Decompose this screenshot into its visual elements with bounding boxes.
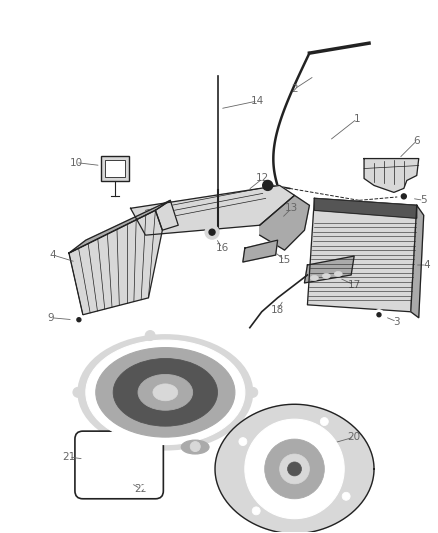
Polygon shape xyxy=(243,240,278,262)
Circle shape xyxy=(320,417,328,425)
Text: 5: 5 xyxy=(420,196,427,205)
Text: 18: 18 xyxy=(271,305,284,315)
Circle shape xyxy=(398,190,410,203)
Text: 3: 3 xyxy=(394,317,400,327)
Ellipse shape xyxy=(311,276,318,280)
Circle shape xyxy=(145,330,155,341)
Polygon shape xyxy=(411,205,424,318)
Circle shape xyxy=(374,310,384,320)
Ellipse shape xyxy=(153,384,178,401)
Circle shape xyxy=(342,492,350,500)
Text: 4: 4 xyxy=(50,250,57,260)
Circle shape xyxy=(73,387,83,397)
Circle shape xyxy=(95,441,142,489)
Bar xyxy=(105,159,124,177)
Circle shape xyxy=(239,438,247,446)
Text: 13: 13 xyxy=(285,203,298,213)
Text: 2: 2 xyxy=(291,84,298,94)
Text: 17: 17 xyxy=(347,280,361,290)
Bar xyxy=(101,156,129,181)
Circle shape xyxy=(77,318,81,322)
Text: 23: 23 xyxy=(99,369,113,379)
Circle shape xyxy=(190,441,200,451)
Ellipse shape xyxy=(181,440,209,454)
Polygon shape xyxy=(314,198,417,218)
Circle shape xyxy=(252,507,260,515)
Polygon shape xyxy=(215,404,374,533)
Circle shape xyxy=(263,181,273,190)
Text: 20: 20 xyxy=(348,432,361,442)
Ellipse shape xyxy=(334,271,342,277)
Text: 1: 1 xyxy=(354,114,360,124)
Circle shape xyxy=(288,462,301,476)
Circle shape xyxy=(265,439,324,499)
Polygon shape xyxy=(364,158,419,192)
Text: 10: 10 xyxy=(69,158,82,167)
Circle shape xyxy=(74,315,84,325)
Polygon shape xyxy=(69,200,170,253)
Circle shape xyxy=(209,229,215,235)
Ellipse shape xyxy=(138,375,193,410)
Polygon shape xyxy=(307,198,417,312)
Ellipse shape xyxy=(113,359,218,426)
Ellipse shape xyxy=(86,340,245,445)
Circle shape xyxy=(144,438,153,448)
Text: 15: 15 xyxy=(278,255,291,265)
Text: 9: 9 xyxy=(48,313,54,323)
Polygon shape xyxy=(155,200,178,230)
Text: 14: 14 xyxy=(251,96,265,106)
Ellipse shape xyxy=(78,335,252,449)
Ellipse shape xyxy=(322,273,330,278)
Circle shape xyxy=(248,387,258,397)
Circle shape xyxy=(377,313,381,317)
FancyBboxPatch shape xyxy=(75,431,163,499)
Circle shape xyxy=(84,438,94,448)
Text: 12: 12 xyxy=(256,173,269,183)
Circle shape xyxy=(279,454,309,484)
Circle shape xyxy=(205,225,219,239)
Circle shape xyxy=(401,194,406,199)
Circle shape xyxy=(84,482,94,492)
Ellipse shape xyxy=(96,348,235,437)
Text: 4: 4 xyxy=(424,260,430,270)
Polygon shape xyxy=(260,196,309,250)
Polygon shape xyxy=(304,256,354,283)
Circle shape xyxy=(144,482,153,492)
Text: 6: 6 xyxy=(413,136,420,146)
Polygon shape xyxy=(69,211,162,315)
Polygon shape xyxy=(131,185,294,235)
Circle shape xyxy=(245,419,344,519)
Text: 22: 22 xyxy=(134,484,147,494)
Text: 16: 16 xyxy=(215,243,229,253)
Text: 21: 21 xyxy=(62,452,76,462)
